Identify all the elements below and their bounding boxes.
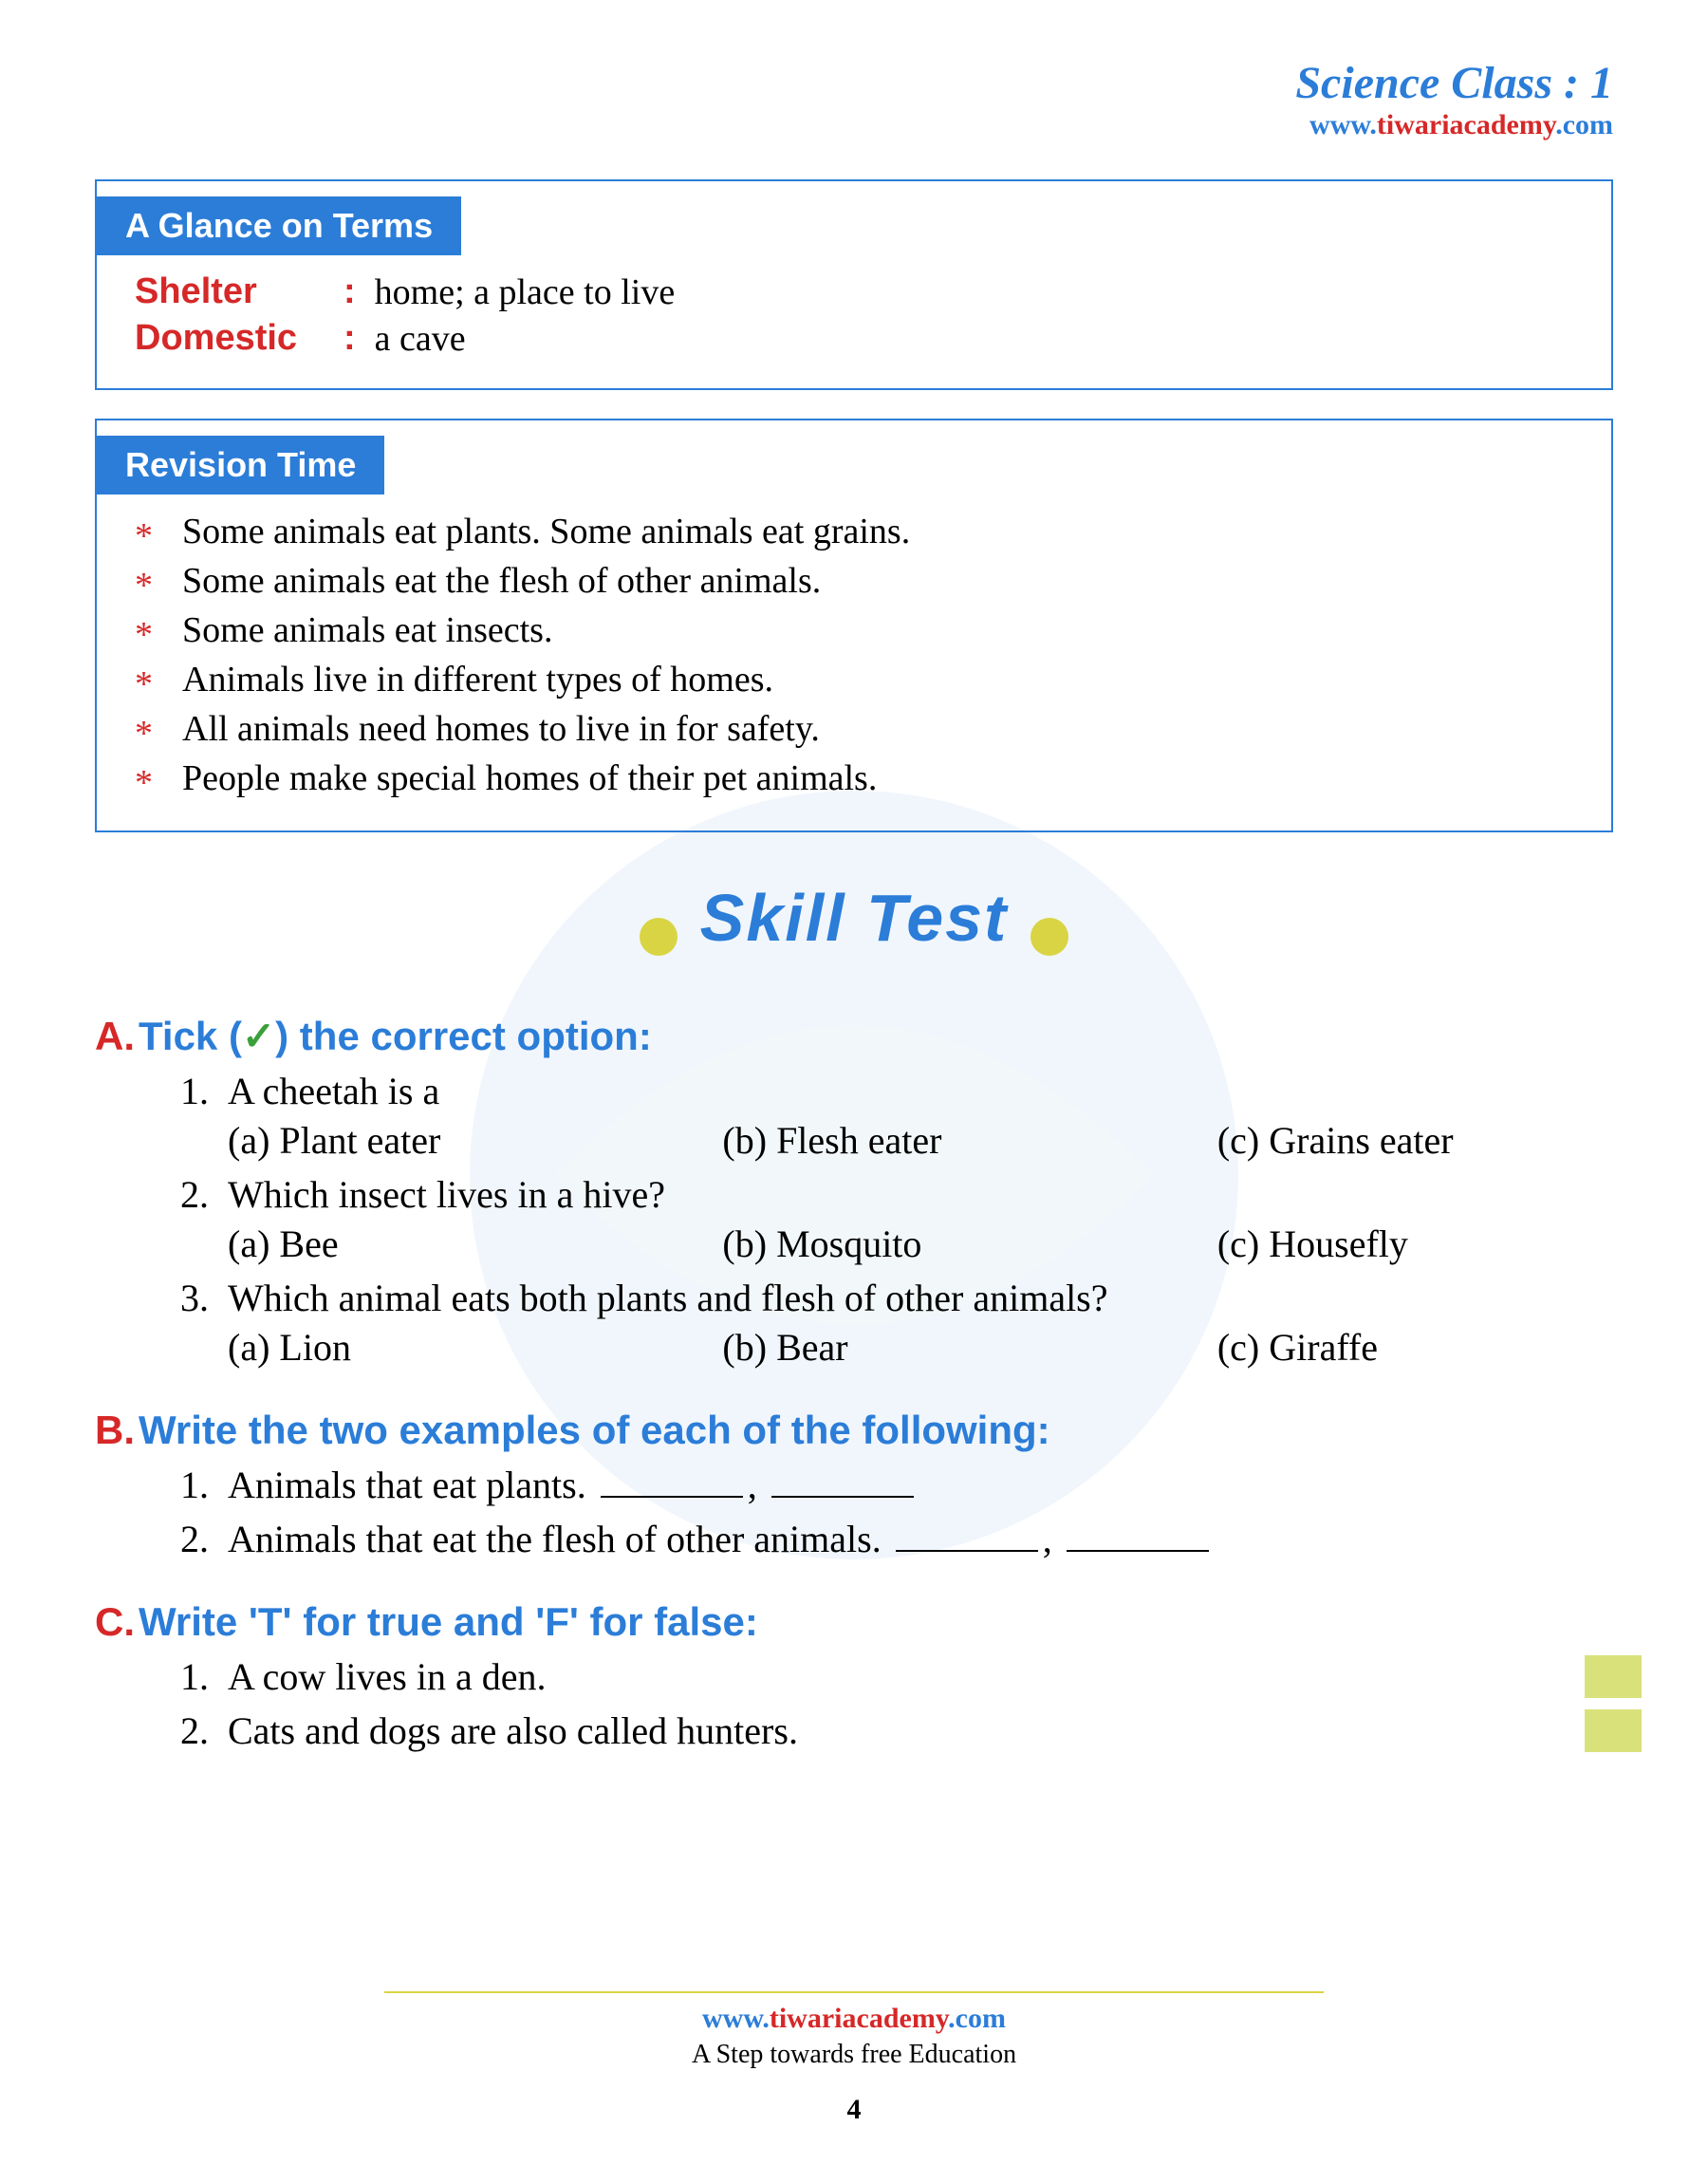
list-item: Some animals eat plants. Some animals ea… [135, 511, 1573, 552]
revision-section: Revision Time Some animals eat plants. S… [95, 419, 1613, 832]
blank-input[interactable] [601, 1496, 743, 1498]
term-label: Domestic [135, 318, 343, 360]
term-definition: a cave [375, 318, 466, 360]
dot-icon [1030, 918, 1068, 956]
page-header: Science Class : 1 www.tiwariacademy.com [95, 57, 1613, 141]
option: (a) Lion [228, 1325, 722, 1370]
tf-item: 1.A cow lives in a den. [180, 1654, 1613, 1699]
section-heading: Write the two examples of each of the fo… [139, 1408, 1050, 1452]
footer-url: www.tiwariacademy.com [0, 2003, 1708, 2035]
header-url: www.tiwariacademy.com [95, 109, 1613, 141]
section-letter: C. [95, 1599, 135, 1644]
option: (a) Bee [228, 1222, 722, 1266]
question-options: (a) Lion (b) Bear (c) Giraffe [228, 1325, 1613, 1370]
option: (a) Plant eater [228, 1118, 722, 1163]
section-heading: Write 'T' for true and 'F' for false: [139, 1599, 758, 1644]
blank-input[interactable] [1067, 1550, 1209, 1552]
term-row: Shelter : home; a place to live [135, 271, 1573, 313]
option: (b) Mosquito [722, 1222, 1216, 1266]
dot-icon [640, 918, 678, 956]
blank-input[interactable] [771, 1496, 914, 1498]
page-footer: www.tiwariacademy.com A Step towards fre… [0, 1991, 1708, 2126]
section-a: A. Tick (✓) the correct option: 1.A chee… [95, 1013, 1613, 1370]
section-letter: B. [95, 1408, 135, 1452]
page-number: 4 [0, 2094, 1708, 2126]
question-options: (a) Plant eater (b) Flesh eater (c) Grai… [228, 1118, 1613, 1163]
question-item: 1.A cheetah is a [180, 1069, 1613, 1113]
term-definition: home; a place to live [375, 271, 676, 313]
list-item: Some animals eat insects. [135, 609, 1573, 651]
option: (b) Flesh eater [722, 1118, 1216, 1163]
revision-list: Some animals eat plants. Some animals ea… [135, 511, 1573, 799]
glance-tab: A Glance on Terms [97, 196, 461, 255]
question-item: 3.Which animal eats both plants and fles… [180, 1276, 1613, 1320]
option: (c) Housefly [1217, 1222, 1613, 1266]
list-item: Animals live in different types of homes… [135, 659, 1573, 700]
footer-tagline: A Step towards free Education [0, 2040, 1708, 2070]
section-b: B. Write the two examples of each of the… [95, 1408, 1613, 1561]
list-item: All animals need homes to live in for sa… [135, 708, 1573, 750]
glance-section: A Glance on Terms Shelter : home; a plac… [95, 179, 1613, 390]
option: (b) Bear [722, 1325, 1216, 1370]
tf-answer-box[interactable] [1585, 1655, 1642, 1698]
section-c: C. Write 'T' for true and 'F' for false:… [95, 1599, 1613, 1753]
option: (c) Giraffe [1217, 1325, 1613, 1370]
fill-item: 2.Animals that eat the flesh of other an… [180, 1517, 1613, 1561]
term-row: Domestic : a cave [135, 318, 1573, 360]
list-item: Some animals eat the flesh of other anim… [135, 560, 1573, 602]
blank-input[interactable] [896, 1550, 1038, 1552]
section-letter: A. [95, 1014, 135, 1058]
fill-item: 1.Animals that eat plants. , [180, 1463, 1613, 1507]
question-options: (a) Bee (b) Mosquito (c) Housefly [228, 1222, 1613, 1266]
section-heading: Tick (✓) the correct option: [139, 1014, 652, 1058]
question-item: 2.Which insect lives in a hive? [180, 1172, 1613, 1217]
tf-answer-box[interactable] [1585, 1709, 1642, 1752]
option: (c) Grains eater [1217, 1118, 1613, 1163]
tf-item: 2.Cats and dogs are also called hunters. [180, 1708, 1613, 1753]
term-label: Shelter [135, 271, 343, 313]
header-title: Science Class : 1 [95, 57, 1613, 109]
list-item: People make special homes of their pet a… [135, 757, 1573, 799]
skill-test-heading: Skill Test [95, 880, 1613, 956]
footer-divider [384, 1991, 1324, 1993]
tick-icon: ✓ [242, 1014, 275, 1058]
revision-tab: Revision Time [97, 436, 384, 494]
